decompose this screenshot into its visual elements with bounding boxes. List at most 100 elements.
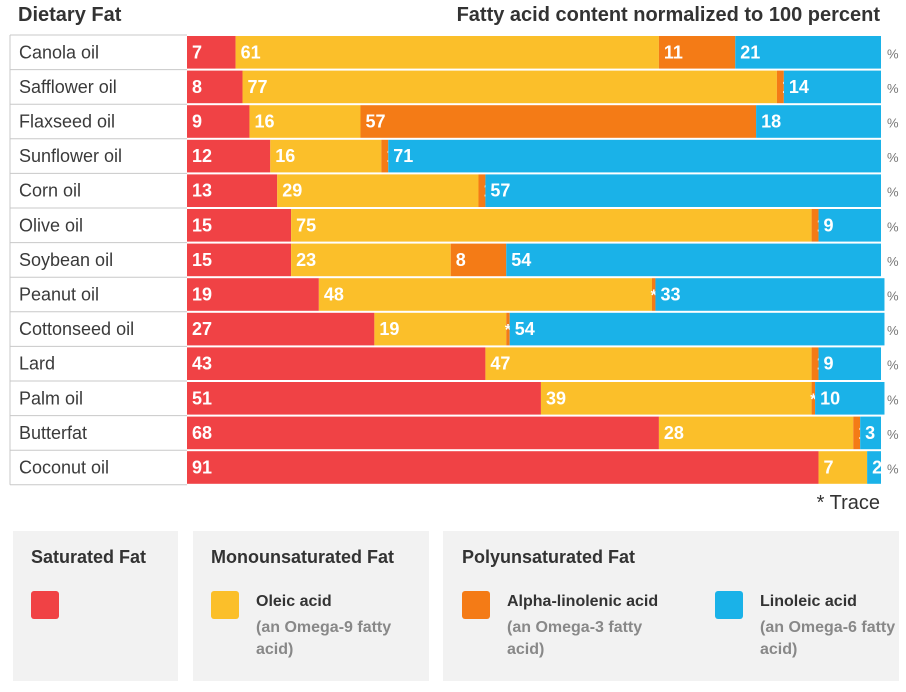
- bar-safflower-oil-linoleic-acid: [783, 70, 881, 104]
- bar-sunflower-oil-oleic-acid: [270, 139, 382, 173]
- data-label-coconut-oil-linoleic-acid: 2: [872, 458, 882, 478]
- category-label-peanut-oil: Peanut oil: [19, 285, 99, 305]
- data-label-olive-oil-oleic-acid: 75: [296, 215, 316, 235]
- legend-alpha-linolenic-label: Alpha-linolenic acid: [507, 593, 659, 610]
- data-label-peanut-oil-alpha-linolenic-acid: *: [651, 288, 658, 305]
- bar-olive-oil-linoleic-acid: [818, 209, 881, 242]
- bar-canola-oil-linoleic-acid: [735, 36, 881, 69]
- unit-label-peanut-oil: %: [887, 289, 899, 304]
- bar-soybean-oil-linoleic-acid: [506, 243, 881, 277]
- bar-palm-oil-oleic-acid: [540, 382, 812, 415]
- bar-butterfat-alpha-linolenic-acid: [853, 416, 861, 450]
- data-label-coconut-oil-saturated-fat: 91: [192, 458, 212, 478]
- bar-lard-linoleic-acid: [818, 347, 881, 380]
- category-label-olive-oil: Olive oil: [19, 215, 83, 235]
- category-label-sunflower-oil: Sunflower oil: [19, 146, 122, 166]
- category-label-corn-oil: Corn oil: [19, 181, 81, 201]
- bar-butterfat-saturated-fat: [187, 416, 659, 450]
- legend-linoleic-swatch: [715, 591, 743, 619]
- data-label-lard-saturated-fat: 43: [192, 354, 212, 374]
- data-label-canola-oil-saturated-fat: 7: [192, 42, 202, 62]
- unit-label-coconut-oil: %: [887, 462, 899, 477]
- data-label-palm-oil-alpha-linolenic-acid: *: [810, 391, 817, 408]
- data-label-canola-oil-alpha-linolenic-acid: 11: [664, 42, 683, 62]
- legend-monounsaturated-title: Monounsaturated Fat: [211, 547, 394, 567]
- data-label-cottonseed-oil-linoleic-acid: 54: [515, 319, 535, 339]
- legend-alpha-linolenic-swatch: [462, 591, 490, 619]
- bar-flaxseed-oil-alpha-linolenic-acid: [360, 105, 757, 138]
- unit-label-sunflower-oil: %: [887, 150, 899, 165]
- legend-oleic-sub: (an Omega-9 fatty acid): [256, 619, 392, 658]
- bar-safflower-oil-alpha-linolenic-acid: [776, 70, 784, 104]
- bar-canola-oil-alpha-linolenic-acid: [658, 36, 736, 69]
- category-label-flaxseed-oil: Flaxseed oil: [19, 112, 115, 132]
- bar-soybean-oil-alpha-linolenic-acid: [450, 243, 507, 277]
- bar-flaxseed-oil-oleic-acid: [249, 105, 361, 138]
- bar-coconut-oil-saturated-fat: [187, 451, 819, 484]
- data-label-corn-oil-linoleic-acid: 57: [490, 181, 510, 201]
- legend-linoleic-sub: (an Omega-6 fatty acid): [760, 619, 896, 658]
- bar-palm-oil-linoleic-acid: [815, 382, 885, 415]
- data-label-butterfat-saturated-fat: 68: [192, 423, 212, 443]
- data-label-cottonseed-oil-alpha-linolenic-acid: *: [505, 322, 512, 339]
- unit-label-corn-oil: %: [887, 185, 899, 200]
- data-label-cottonseed-oil-oleic-acid: 19: [379, 319, 399, 339]
- data-label-palm-oil-linoleic-acid: 10: [820, 388, 840, 408]
- row-label-title: Dietary Fat: [18, 4, 122, 26]
- legend-saturated-panel: Saturated Fat: [13, 531, 178, 681]
- bar-cottonseed-oil-alpha-linolenic-acid: [506, 312, 510, 346]
- bar-peanut-oil-alpha-linolenic-acid: [651, 278, 656, 311]
- data-label-canola-oil-linoleic-acid: 21: [740, 42, 760, 62]
- bar-soybean-oil-oleic-acid: [291, 243, 451, 277]
- category-label-lard: Lard: [19, 354, 55, 374]
- legend-oleic-swatch: [211, 591, 239, 619]
- bar-corn-oil-alpha-linolenic-acid: [478, 174, 486, 207]
- data-label-soybean-oil-alpha-linolenic-acid: 8: [456, 250, 466, 270]
- data-label-flaxseed-oil-linoleic-acid: 18: [761, 112, 781, 132]
- bar-peanut-oil-oleic-acid: [318, 278, 652, 311]
- data-label-palm-oil-saturated-fat: 51: [192, 388, 212, 408]
- bar-sunflower-oil-saturated-fat: [187, 139, 271, 173]
- bar-corn-oil-oleic-acid: [277, 174, 479, 207]
- data-label-corn-oil-oleic-acid: 29: [282, 181, 302, 201]
- bar-lard-oleic-acid: [485, 347, 812, 380]
- bar-lard-saturated-fat: [187, 347, 486, 380]
- bar-lard-alpha-linolenic-acid: [811, 347, 819, 380]
- bar-cottonseed-oil-saturated-fat: [187, 312, 375, 346]
- data-label-coconut-oil-oleic-acid: 7: [824, 458, 834, 478]
- category-label-soybean-oil: Soybean oil: [19, 250, 113, 270]
- unit-label-soybean-oil: %: [887, 254, 899, 269]
- bar-flaxseed-oil-saturated-fat: [187, 105, 250, 138]
- unit-label-flaxseed-oil: %: [887, 116, 899, 131]
- legend-saturated-title: Saturated Fat: [31, 547, 147, 567]
- data-label-soybean-oil-oleic-acid: 23: [296, 250, 316, 270]
- bar-coconut-oil-oleic-acid: [818, 451, 868, 484]
- bar-cottonseed-oil-linoleic-acid: [509, 312, 885, 346]
- bar-olive-oil-alpha-linolenic-acid: [811, 209, 819, 242]
- data-label-safflower-oil-oleic-acid: 77: [248, 77, 268, 97]
- category-label-canola-oil: Canola oil: [19, 42, 99, 62]
- bar-canola-oil-oleic-acid: [235, 36, 659, 69]
- data-label-flaxseed-oil-saturated-fat: 9: [192, 112, 202, 132]
- category-label-safflower-oil: Safflower oil: [19, 77, 117, 97]
- legend-saturated-swatch: [31, 591, 59, 619]
- data-label-soybean-oil-saturated-fat: 15: [192, 250, 212, 270]
- category-label-coconut-oil: Coconut oil: [19, 458, 109, 478]
- legend-monounsaturated-panel: Monounsaturated Fat Oleic acid (an Omega…: [193, 531, 429, 681]
- data-label-sunflower-oil-linoleic-acid: 71: [393, 146, 413, 166]
- bar-corn-oil-saturated-fat: [187, 174, 278, 207]
- unit-label-palm-oil: %: [887, 392, 899, 407]
- category-label-butterfat: Butterfat: [19, 423, 87, 443]
- unit-label-safflower-oil: %: [887, 81, 899, 96]
- bar-flaxseed-oil-linoleic-acid: [756, 105, 881, 138]
- bar-olive-oil-saturated-fat: [187, 209, 292, 242]
- bar-butterfat-oleic-acid: [658, 416, 854, 450]
- bar-olive-oil-oleic-acid: [291, 209, 812, 242]
- unit-label-butterfat: %: [887, 427, 899, 442]
- data-label-lard-linoleic-acid: 9: [824, 354, 834, 374]
- bar-butterfat-linoleic-acid: [860, 416, 881, 450]
- bar-sunflower-oil-alpha-linolenic-acid: [381, 139, 389, 173]
- data-label-olive-oil-saturated-fat: 15: [192, 215, 212, 235]
- data-label-canola-oil-oleic-acid: 61: [241, 42, 261, 62]
- chart-title: Fatty acid content normalized to 100 per…: [456, 4, 880, 26]
